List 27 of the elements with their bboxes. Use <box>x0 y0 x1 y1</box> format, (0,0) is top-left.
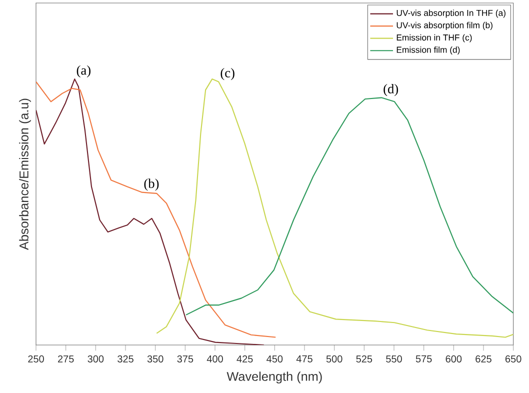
x-tick-label: 275 <box>58 355 74 362</box>
x-tick-label: 650 <box>505 355 522 362</box>
legend-label: UV-vis absorption film (b) <box>396 22 492 30</box>
x-tick-label: 450 <box>266 355 283 362</box>
x-tick-label: 550 <box>386 355 402 362</box>
x-axis-title: Wavelength (nm) <box>226 372 322 384</box>
annotation: (d) <box>384 84 398 96</box>
legend-label: Emission in THF (c) <box>396 34 472 42</box>
x-tick-label: 425 <box>236 355 253 362</box>
annotation: (c) <box>220 68 234 80</box>
x-tick-label: 400 <box>206 355 223 362</box>
x-tick-label: 325 <box>118 355 134 362</box>
x-tick-label: 300 <box>88 355 104 362</box>
x-tick-label: 375 <box>177 355 194 362</box>
x-tick-label: 500 <box>326 355 342 362</box>
x-tick-label: 575 <box>416 355 432 362</box>
annotation: (a) <box>76 65 90 78</box>
y-axis-title: Absorbance/Emission (a.u) <box>19 98 31 250</box>
annotation: (b) <box>144 178 159 191</box>
x-tick-label: 350 <box>147 355 164 362</box>
legend-label: Emission film (d) <box>396 46 460 55</box>
legend-label: UV-vis absorption In THF (a) <box>396 10 506 18</box>
x-tick-label: 625 <box>476 355 492 362</box>
x-tick-label: 250 <box>28 355 44 362</box>
x-tick-label: 475 <box>296 355 312 362</box>
x-tick-label: 525 <box>356 355 372 362</box>
x-tick-label: 600 <box>446 355 462 362</box>
